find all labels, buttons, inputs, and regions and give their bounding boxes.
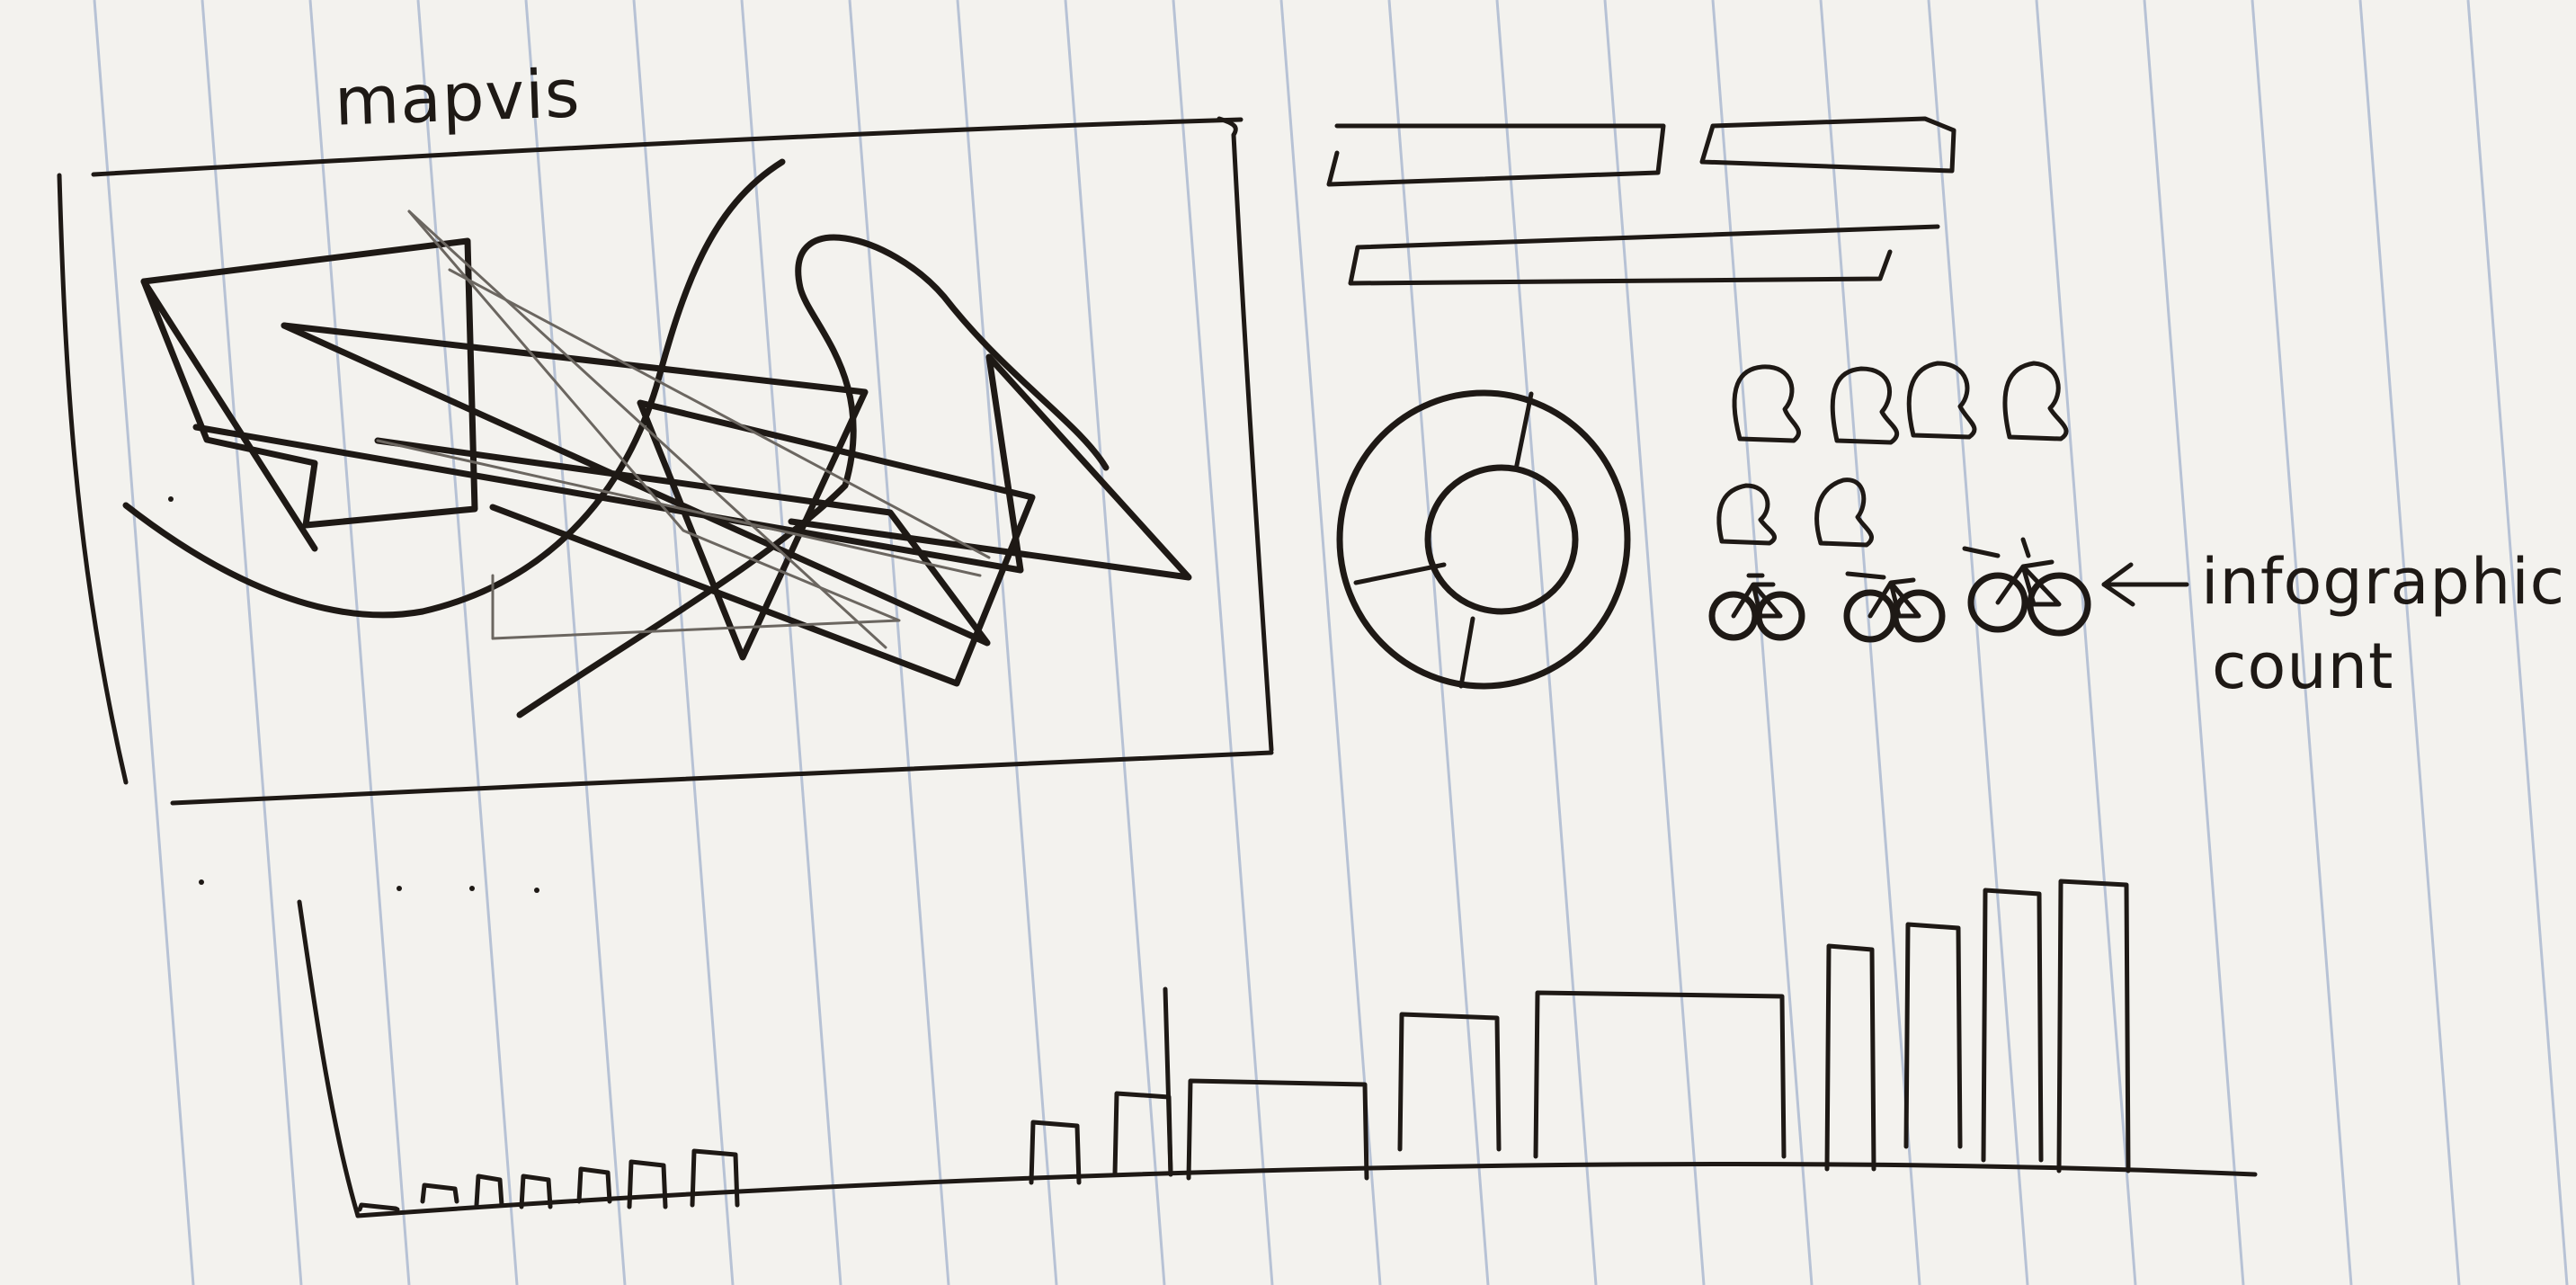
bar-sketch [420, 1182, 459, 1204]
map-title: mapvis [333, 55, 582, 141]
donut-chart [1336, 389, 1631, 690]
annotation-arrow [2101, 562, 2189, 607]
bar-sketch [357, 1202, 400, 1212]
bar-sketch [1903, 922, 1963, 1149]
filter-bar-2 [1699, 116, 1957, 174]
map-frame-top [91, 117, 1243, 177]
person-icons [1716, 361, 2069, 548]
filter-bar-3 [1348, 224, 1940, 286]
bar-chart-x-axis [355, 1162, 2258, 1218]
map-frame-left [57, 173, 129, 785]
donut-inner-ring [1424, 464, 1579, 615]
bar-sketch [519, 1173, 553, 1209]
bar-sketch [627, 1159, 668, 1209]
bike-icon [1843, 571, 1946, 643]
person-icon [2002, 361, 2069, 442]
filter-bar-1 [1326, 123, 1666, 187]
bike-icon [1708, 573, 1805, 641]
bar-sketch [1112, 1091, 1173, 1177]
count-label: count [2212, 629, 2394, 703]
bar-sketch [1533, 990, 1787, 1159]
bike-icon [1962, 537, 2091, 637]
donut-outer-ring [1336, 389, 1631, 690]
person-icon [1906, 361, 1977, 440]
bar-marker-line [1163, 986, 1173, 1177]
map-frame-bottom [170, 750, 1274, 806]
bar-chart-y-axis [297, 899, 361, 1218]
donut-divider-top [1513, 391, 1534, 472]
bar-sketch [1029, 1120, 1082, 1185]
bar-sketch [2056, 879, 2131, 1173]
person-icon [1830, 366, 1900, 445]
donut-divider-left [1353, 562, 1447, 585]
bar-sketch [576, 1166, 612, 1204]
person-icon [1716, 483, 1777, 546]
bike-icons [1708, 537, 2091, 643]
bar-sketch [1981, 888, 2044, 1163]
person-icon [1732, 364, 1801, 443]
map-scribble-routes [122, 158, 1192, 718]
bar-sketch [1824, 943, 1876, 1172]
bar-sketch [1397, 1012, 1502, 1152]
bar-sketch [474, 1173, 504, 1208]
bar-chart-sketch [168, 496, 2258, 1218]
filter-bars [1326, 116, 1957, 286]
bar-chart-bars [357, 879, 2131, 1212]
bar-sketch [1186, 1078, 1369, 1181]
infographic-label: infographic [2201, 545, 2566, 619]
person-icon [1814, 477, 1874, 548]
map-panel [57, 116, 1274, 806]
map-frame-right [1217, 116, 1274, 753]
bar-chart-dots [168, 496, 539, 893]
bar-sketch [690, 1148, 740, 1208]
donut-divider-bottom [1458, 616, 1475, 689]
